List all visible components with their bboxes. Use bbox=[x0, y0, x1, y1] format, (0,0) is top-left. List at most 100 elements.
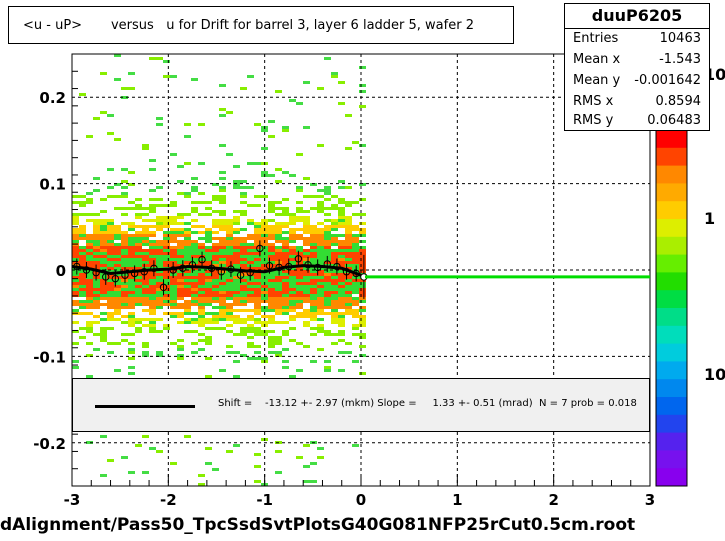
heatmap-cell bbox=[282, 270, 289, 273]
heatmap-cell bbox=[191, 267, 198, 270]
heatmap-cell bbox=[233, 273, 240, 276]
heatmap-cell bbox=[86, 219, 93, 222]
heatmap-cell bbox=[240, 327, 247, 330]
heatmap-cell bbox=[226, 309, 233, 312]
heatmap-cell bbox=[205, 327, 212, 330]
heatmap-cell bbox=[177, 261, 184, 264]
heatmap-cell bbox=[303, 249, 310, 252]
heatmap-cell bbox=[114, 285, 121, 288]
heatmap-cell bbox=[254, 243, 261, 246]
heatmap-cell bbox=[177, 216, 184, 219]
heatmap-cell bbox=[121, 264, 128, 267]
heatmap-cell bbox=[282, 309, 289, 312]
heatmap-cell bbox=[191, 342, 198, 345]
heatmap-cell bbox=[233, 249, 240, 252]
heatmap-cell bbox=[317, 318, 324, 321]
heatmap-cell bbox=[289, 315, 296, 318]
heatmap-cell bbox=[149, 249, 156, 252]
heatmap-cell bbox=[212, 273, 219, 276]
heatmap-cell bbox=[240, 291, 247, 294]
heatmap-cell bbox=[163, 324, 170, 327]
heatmap-cell bbox=[191, 231, 198, 234]
colorbar-tick-label: 1 bbox=[704, 209, 715, 228]
heatmap-cell bbox=[282, 231, 289, 234]
heatmap-cell bbox=[282, 306, 289, 309]
heatmap-cell bbox=[184, 246, 191, 249]
heatmap-cell bbox=[219, 237, 226, 240]
heatmap-cell bbox=[205, 201, 212, 204]
heatmap-cell bbox=[114, 267, 121, 270]
heatmap-cell bbox=[107, 351, 114, 354]
heatmap-cell bbox=[338, 210, 345, 213]
heatmap-cell bbox=[254, 297, 261, 300]
heatmap-cell bbox=[128, 348, 135, 351]
heatmap-cell bbox=[149, 261, 156, 264]
heatmap-cell bbox=[268, 120, 275, 123]
heatmap-cell bbox=[310, 303, 317, 306]
heatmap-cell bbox=[289, 99, 296, 102]
colorbar-segment bbox=[656, 432, 687, 451]
heatmap-cell bbox=[79, 249, 86, 252]
heatmap-cell bbox=[331, 297, 338, 300]
heatmap-cell bbox=[261, 357, 268, 360]
heatmap-cell bbox=[114, 264, 121, 267]
heatmap-cell bbox=[254, 237, 261, 240]
heatmap-cell bbox=[331, 222, 338, 225]
heatmap-cell bbox=[233, 291, 240, 294]
heatmap-cell bbox=[359, 288, 366, 291]
heatmap-cell bbox=[240, 195, 247, 198]
heatmap-cell bbox=[79, 246, 86, 249]
heatmap-cell bbox=[345, 147, 352, 150]
heatmap-cell bbox=[177, 255, 184, 258]
heatmap-cell bbox=[142, 219, 149, 222]
heatmap-cell bbox=[107, 288, 114, 291]
heatmap-cell bbox=[107, 264, 114, 267]
heatmap-cell bbox=[219, 258, 226, 261]
heatmap-cell bbox=[219, 252, 226, 255]
heatmap-cell bbox=[324, 282, 331, 285]
heatmap-cell bbox=[254, 282, 261, 285]
heatmap-cell bbox=[338, 351, 345, 354]
heatmap-cell bbox=[121, 252, 128, 255]
heatmap-cell bbox=[212, 276, 219, 279]
heatmap-cell bbox=[149, 219, 156, 222]
heatmap-cell bbox=[184, 195, 191, 198]
heatmap-cell bbox=[128, 279, 135, 282]
heatmap-cell bbox=[324, 228, 331, 231]
heatmap-cell bbox=[135, 444, 142, 447]
heatmap-cell bbox=[359, 372, 366, 375]
heatmap-cell bbox=[142, 324, 149, 327]
heatmap-cell bbox=[114, 294, 121, 297]
heatmap-cell bbox=[275, 273, 282, 276]
heatmap-cell bbox=[296, 285, 303, 288]
heatmap-cell bbox=[324, 237, 331, 240]
heatmap-cell bbox=[156, 300, 163, 303]
heatmap-cell bbox=[100, 198, 107, 201]
heatmap-cell bbox=[254, 312, 261, 315]
heatmap-cell bbox=[163, 219, 170, 222]
heatmap-cell bbox=[268, 135, 275, 138]
heatmap-cell bbox=[93, 294, 100, 297]
heatmap-cell bbox=[275, 270, 282, 273]
heatmap-cell bbox=[135, 207, 142, 210]
heatmap-cell bbox=[142, 300, 149, 303]
heatmap-cell bbox=[296, 456, 303, 459]
heatmap-cell bbox=[79, 252, 86, 255]
heatmap-cell bbox=[219, 318, 226, 321]
heatmap-cell bbox=[121, 291, 128, 294]
heatmap-cell bbox=[247, 282, 254, 285]
heatmap-cell bbox=[345, 252, 352, 255]
heatmap-cell bbox=[135, 318, 142, 321]
heatmap-cell bbox=[163, 312, 170, 315]
heatmap-cell bbox=[226, 240, 233, 243]
heatmap-cell bbox=[289, 228, 296, 231]
heatmap-cell bbox=[128, 288, 135, 291]
heatmap-cell bbox=[345, 288, 352, 291]
heatmap-cell bbox=[303, 345, 310, 348]
heatmap-cell bbox=[359, 300, 366, 303]
heatmap-cell bbox=[79, 312, 86, 315]
heatmap-cell bbox=[317, 249, 324, 252]
heatmap-cell bbox=[359, 297, 366, 300]
heatmap-cell bbox=[212, 195, 219, 198]
title-box: <u - uP> versus u for Drift for barrel 3… bbox=[8, 6, 514, 44]
